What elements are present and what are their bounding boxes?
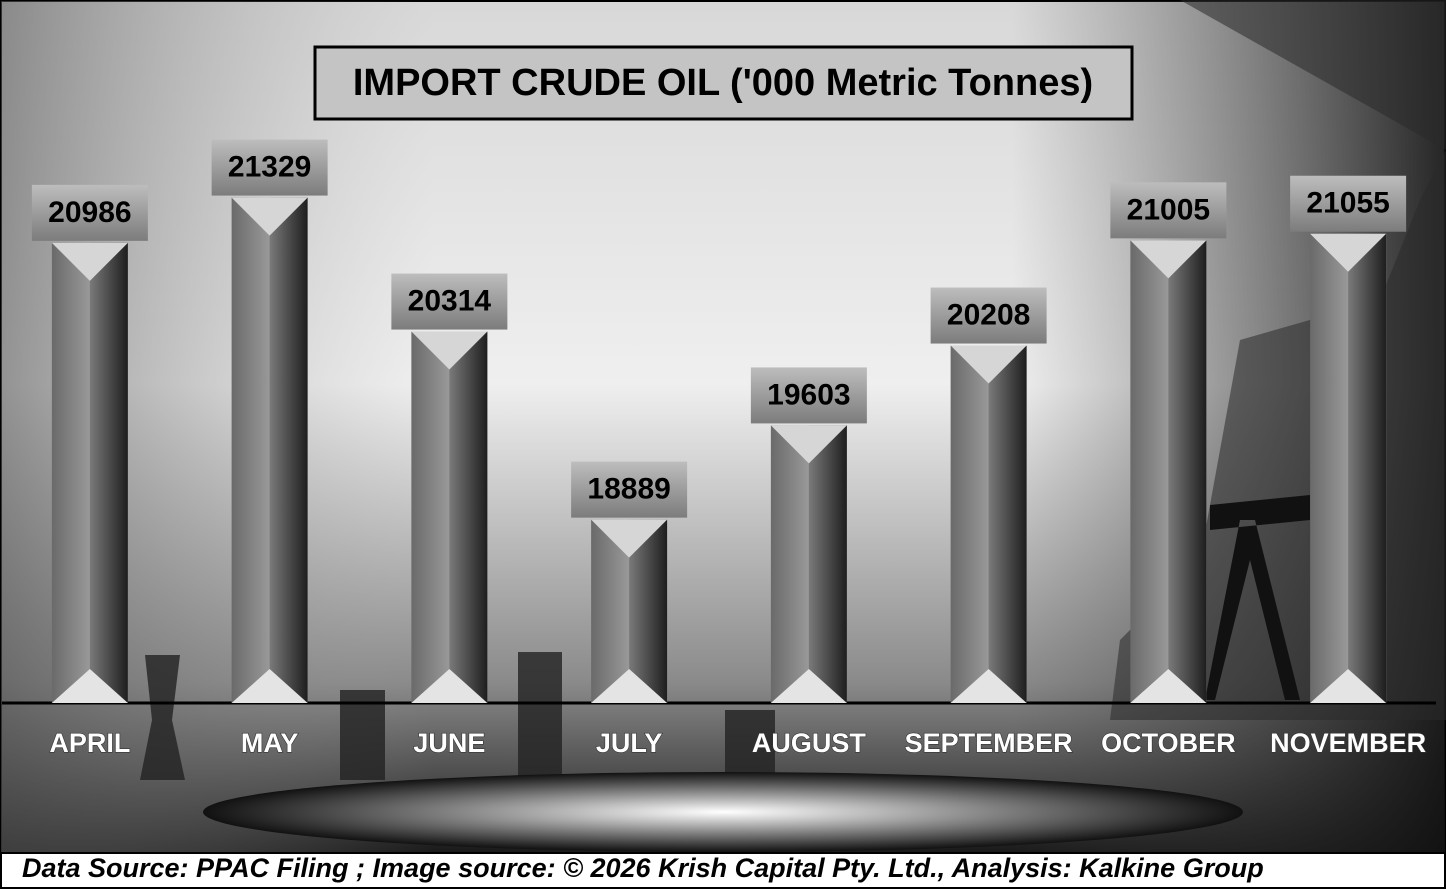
- value-box: [211, 139, 328, 196]
- bar-foot: [51, 669, 128, 703]
- bar-foot: [1130, 669, 1207, 703]
- x-tick-label: JUNE: [413, 728, 485, 758]
- value-box: [1290, 175, 1407, 232]
- bar-cap: [770, 425, 847, 464]
- x-tick-label: SEPTEMBER: [905, 728, 1073, 758]
- floor-glow: [203, 772, 1243, 852]
- bar-shade: [988, 345, 1027, 703]
- bar-cap: [411, 331, 488, 370]
- value-box: [930, 287, 1047, 344]
- value-label: 20314: [408, 284, 492, 317]
- value-box: [571, 461, 688, 518]
- x-tick-label: AUGUST: [752, 728, 867, 758]
- bars: 20986 APRIL 21329 MAY 20314 JUNE 18889 JULY 1960…: [31, 139, 1427, 759]
- crane-silhouette: [1205, 495, 1310, 700]
- bar-shade: [1348, 233, 1387, 704]
- caption-box: [0, 852, 1446, 889]
- bar-foot: [411, 669, 488, 703]
- value-label: 21329: [228, 150, 311, 183]
- x-tick-label: OCTOBER: [1101, 728, 1236, 758]
- bar-foot: [231, 669, 308, 703]
- value-box: [750, 367, 867, 424]
- value-label: 19603: [767, 378, 850, 411]
- bar-cap: [950, 345, 1027, 384]
- x-tick-label: APRIL: [49, 728, 130, 758]
- value-box: [1110, 182, 1227, 239]
- bar-shade: [1168, 240, 1207, 703]
- bar-cap: [1130, 240, 1207, 279]
- bar-cap: [231, 197, 308, 236]
- chart-title: IMPORT CRUDE OIL ('000 Metric Tonnes): [353, 62, 1093, 104]
- bar-foot: [950, 669, 1027, 703]
- value-label: 20986: [48, 196, 131, 229]
- bar-cap: [591, 519, 668, 558]
- bar-shade: [449, 331, 488, 703]
- x-tick-label: MAY: [241, 728, 299, 758]
- bar-shade: [808, 425, 847, 703]
- caption: Data Source: PPAC Filing ; Image source:…: [22, 853, 1264, 883]
- bar-shade: [89, 242, 128, 703]
- title-box: [313, 45, 1134, 121]
- value-box: [391, 273, 508, 330]
- value-label: 21055: [1306, 187, 1389, 220]
- bar-foot: [1310, 669, 1387, 703]
- bar-foot: [591, 669, 668, 703]
- bar-cap: [1310, 233, 1387, 272]
- value-label: 21005: [1127, 193, 1210, 226]
- x-tick-label: NOVEMBER: [1270, 728, 1426, 758]
- bar-foot: [770, 669, 847, 703]
- bar-shade: [269, 197, 308, 703]
- value-box: [31, 184, 148, 241]
- x-tick-label: JULY: [596, 728, 663, 758]
- value-label: 20208: [947, 298, 1030, 331]
- value-label: 18889: [587, 473, 670, 506]
- bar-cap: [51, 242, 128, 281]
